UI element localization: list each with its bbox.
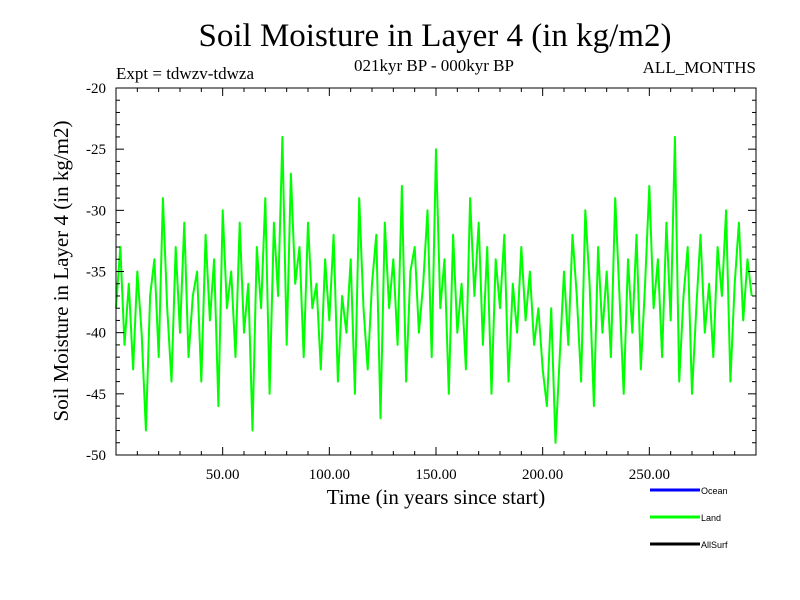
chart-title: Soil Moisture in Layer 4 (in kg/m2) xyxy=(199,18,672,54)
legend-label-land: Land xyxy=(701,513,721,523)
months-label: ALL_MONTHS xyxy=(643,58,756,77)
y-tick-label: -40 xyxy=(86,326,106,342)
plot-frame xyxy=(115,87,757,456)
x-tick-label: 200.00 xyxy=(522,467,563,483)
x-tick-label: 150.00 xyxy=(415,467,456,483)
chart-subtitle: 021kyr BP - 000kyr BP xyxy=(354,56,514,75)
y-tick-label: -35 xyxy=(86,265,106,281)
y-tick-label: -20 xyxy=(86,81,106,97)
legend-label-ocean: Ocean xyxy=(701,486,728,496)
experiment-label: Expt = tdwzv-tdwza xyxy=(116,64,254,83)
x-tick-label: 100.00 xyxy=(309,467,350,483)
y-tick-label: -50 xyxy=(86,448,106,464)
legend: Ocean Land AllSurf xyxy=(650,486,728,550)
legend-label-allsurf: AllSurf xyxy=(701,540,728,550)
x-axis-label: Time (in years since start) xyxy=(327,485,546,509)
x-tick-label: 250.00 xyxy=(629,467,670,483)
y-axis-label: Soil Moisture in Layer 4 (in kg/m2) xyxy=(49,121,73,422)
plot-area: 50.00 100.00 150.00 200.00 250.00 -50 -45 -40 -3… xyxy=(86,81,757,483)
y-tick-label: -45 xyxy=(86,387,106,403)
x-tick-label: 50.00 xyxy=(206,467,240,483)
series-line-land xyxy=(115,135,753,444)
y-tick-label: -30 xyxy=(86,203,106,219)
y-tick-label: -25 xyxy=(86,142,106,158)
